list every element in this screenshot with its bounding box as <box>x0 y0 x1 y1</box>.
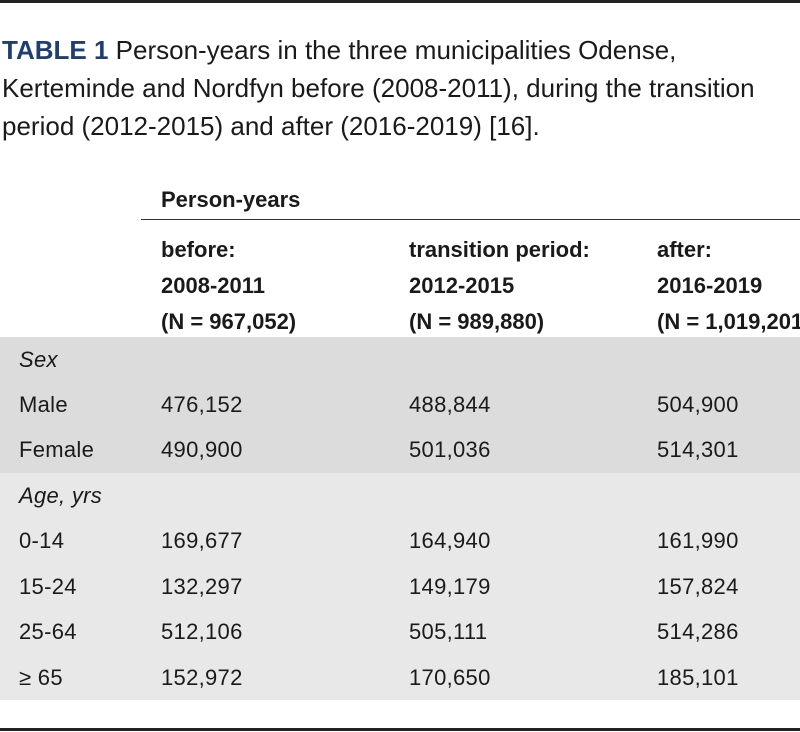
table-row: 25-64 512,106 505,111 514,286 <box>0 609 800 654</box>
column-header-line: transition period: <box>409 237 590 262</box>
table-row: 0-14 169,677 164,940 161,990 <box>0 518 800 563</box>
column-header-line: 2012-2015 <box>409 273 515 298</box>
column-header-before: before: 2008-2011 (N = 967,052) <box>161 232 296 340</box>
column-header-line: 2016-2019 <box>657 273 763 298</box>
column-header-line: 2008-2011 <box>161 273 265 298</box>
row-label: 0-14 <box>19 528 65 553</box>
column-header-line: after: <box>657 237 713 262</box>
cell-transition: 488,844 <box>409 392 491 417</box>
bottom-rule <box>0 728 800 731</box>
row-label: ≥ 65 <box>19 665 63 690</box>
top-rule <box>0 0 800 3</box>
cell-after: 185,101 <box>657 665 739 690</box>
section-header-row: Sex <box>0 337 800 382</box>
row-label: Male <box>19 392 68 417</box>
column-header-transition: transition period: 2012-2015 (N = 989,88… <box>409 232 590 340</box>
table-row: ≥ 65 152,972 170,650 185,101 <box>0 655 800 700</box>
cell-transition: 501,036 <box>409 437 491 462</box>
column-header-line: (N = 1,019,201) <box>657 309 800 334</box>
cell-transition: 170,650 <box>409 665 491 690</box>
group-header-rule <box>141 219 800 220</box>
column-header-after: after: 2016-2019 (N = 1,019,201) <box>657 232 800 340</box>
data-table: Person-years before: 2008-2011 (N = 967,… <box>0 180 800 700</box>
cell-after: 157,824 <box>657 574 739 599</box>
caption-text: Person-years in the three municipalities… <box>2 35 755 141</box>
column-header-line: (N = 967,052) <box>161 309 297 334</box>
cell-after: 514,301 <box>657 437 739 462</box>
cell-after: 514,286 <box>657 619 739 644</box>
cell-after: 161,990 <box>657 528 739 553</box>
row-label: 15-24 <box>19 574 77 599</box>
row-label: 25-64 <box>19 619 77 644</box>
table-row: Male 476,152 488,844 504,900 <box>0 382 800 427</box>
cell-before: 490,900 <box>161 437 243 462</box>
row-label: Female <box>19 437 95 462</box>
section-sex: Sex Male 476,152 488,844 504,900 Female … <box>0 337 800 473</box>
column-header-line: before: <box>161 237 236 262</box>
cell-transition: 505,111 <box>409 619 488 644</box>
group-header: Person-years <box>161 187 301 212</box>
cell-before: 169,677 <box>161 528 243 553</box>
section-label: Age, yrs <box>19 483 103 508</box>
cell-transition: 149,179 <box>409 574 491 599</box>
section-age: Age, yrs 0-14 169,677 164,940 161,990 15… <box>0 473 800 700</box>
section-header-row: Age, yrs <box>0 473 800 518</box>
table-row: Female 490,900 501,036 514,301 <box>0 427 800 472</box>
table-row: 15-24 132,297 149,179 157,824 <box>0 564 800 609</box>
cell-before: 476,152 <box>161 392 243 417</box>
column-header-line: (N = 989,880) <box>409 309 545 334</box>
cell-before: 132,297 <box>161 574 243 599</box>
cell-before: 152,972 <box>161 665 243 690</box>
cell-before: 512,106 <box>161 619 243 644</box>
cell-transition: 164,940 <box>409 528 491 553</box>
caption-label: TABLE 1 <box>2 35 109 65</box>
table-caption: TABLE 1 Person-years in the three munici… <box>2 31 798 145</box>
cell-after: 504,900 <box>657 392 739 417</box>
section-label: Sex <box>19 347 58 372</box>
